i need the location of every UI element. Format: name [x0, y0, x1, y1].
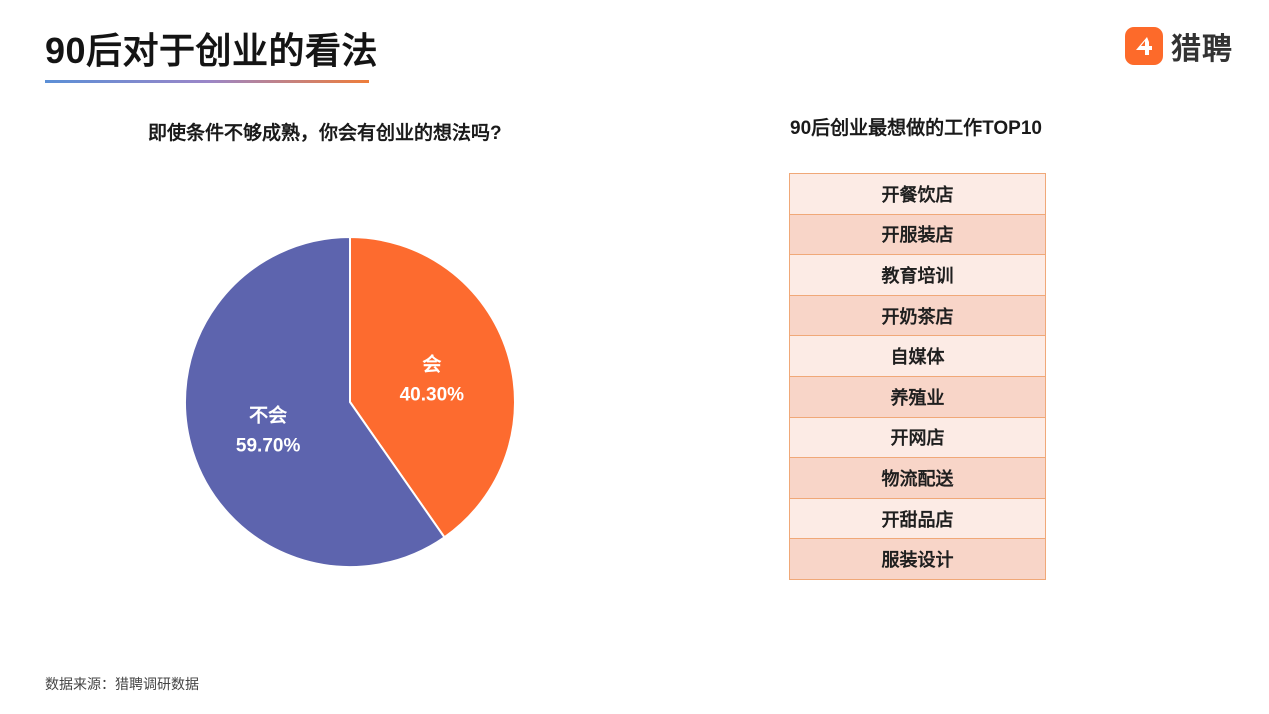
top10-cell-2: 开服装店 — [789, 213, 1046, 256]
top10-cell-6: 养殖业 — [789, 375, 1046, 418]
table-row: 自媒体 — [789, 335, 1046, 377]
pie-slice-1 — [184, 235, 446, 568]
liepin-logo-icon — [1125, 27, 1163, 65]
table-row: 教育培训 — [789, 254, 1046, 296]
table-row: 物流配送 — [789, 457, 1046, 499]
table-row: 开甜品店 — [789, 497, 1046, 540]
table-row: 开餐饮店 — [789, 173, 1046, 215]
table-row: 养殖业 — [789, 375, 1046, 418]
pie-slice-value-1: 59.70% — [236, 436, 301, 457]
top10-table-title: 90后创业最想做的工作TOP10 — [790, 118, 1042, 139]
pie-slice-label-0: 会 — [422, 352, 441, 375]
top10-cell-8: 物流配送 — [789, 457, 1046, 499]
top10-table: 开餐饮店 开服装店 教育培训 开奶茶店 自媒体 养殖业 开网店 物流配送 开甜品店 服装设计 — [789, 173, 1046, 580]
pie-slice-value-0: 40.30% — [400, 384, 465, 405]
top10-cell-5: 自媒体 — [789, 335, 1046, 377]
data-source: 数据来源：猎聘调研数据 — [45, 676, 199, 692]
table-row: 开奶茶店 — [789, 294, 1046, 337]
top10-cell-9: 开甜品店 — [789, 497, 1046, 540]
page-title: 90后对于创业的看法 — [45, 30, 379, 71]
top10-cell-10: 服装设计 — [789, 538, 1046, 580]
table-row: 开服装店 — [789, 213, 1046, 256]
pie-slice-label-1: 不会 — [249, 404, 287, 427]
pie-slice-0 — [349, 235, 516, 539]
logo-text: 猎聘 — [1171, 33, 1233, 66]
top10-cell-7: 开网店 — [789, 416, 1046, 459]
title-underline — [45, 80, 369, 83]
top10-cell-4: 开奶茶店 — [789, 294, 1046, 337]
top10-cell-3: 教育培训 — [789, 254, 1046, 296]
pie-chart: 会 40.30% 不会 59.70% — [184, 235, 516, 568]
table-row: 服装设计 — [789, 538, 1046, 580]
pie-chart-title: 即使条件不够成熟，你会有创业的想法吗? — [148, 123, 502, 144]
brand-logo: 猎聘 — [1125, 26, 1233, 66]
top10-cell-1: 开餐饮店 — [789, 173, 1046, 215]
table-row: 开网店 — [789, 416, 1046, 459]
